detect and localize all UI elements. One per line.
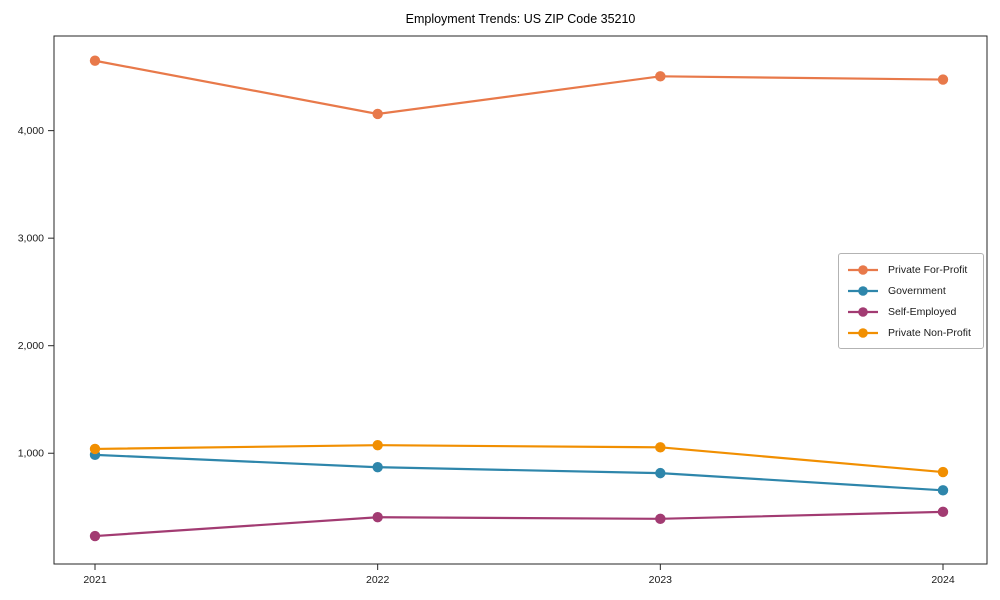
data-point [372, 108, 383, 120]
data-point [655, 71, 666, 82]
series-line-self-employed [93, 510, 945, 538]
series-line-private-non-profit [93, 444, 945, 474]
legend-label: Self-Employed [888, 305, 957, 318]
data-point [89, 55, 101, 66]
y-tick-label: 1,000 [18, 448, 44, 460]
y-tick-label: 4,000 [18, 125, 44, 137]
axes-frame [53, 35, 988, 565]
legend-label: Private For-Profit [888, 263, 968, 276]
data-point [655, 513, 666, 525]
legend-item: Self-Employed [847, 301, 975, 322]
y-tick-label: 2,000 [18, 340, 44, 352]
legend-item: Government [847, 280, 975, 301]
legend-item: Private For-Profit [847, 259, 975, 280]
chart-title: Employment Trends: US ZIP Code 35210 [405, 12, 636, 26]
legend-marker-icon [848, 264, 878, 275]
legend-label: Private Non-Profit [888, 326, 971, 339]
data-point [937, 74, 949, 85]
data-point [89, 443, 101, 455]
data-point [937, 466, 949, 478]
legend: Private For-Profit Government Self-Employe… [838, 253, 984, 349]
x-tick-label: 2021 [83, 574, 107, 586]
data-point [655, 442, 666, 453]
x-tick-label: 2022 [366, 574, 390, 586]
legend-label: Government [888, 284, 946, 297]
data-point [89, 530, 101, 542]
data-point [655, 467, 666, 479]
data-point [937, 506, 949, 518]
legend-marker-icon [848, 285, 878, 296]
legend-item: Private Non-Profit [847, 322, 975, 343]
legend-marker-icon [848, 327, 878, 338]
series-line-private-for-profit [93, 59, 945, 116]
data-point [937, 485, 949, 496]
y-tick-label: 3,000 [18, 233, 44, 245]
data-point [372, 462, 383, 473]
x-tick-label: 2024 [931, 574, 955, 586]
x-tick-label: 2023 [649, 574, 673, 586]
legend-marker-icon [848, 306, 878, 317]
data-point [372, 439, 383, 451]
series-line-government [93, 453, 945, 492]
data-point [372, 512, 383, 523]
